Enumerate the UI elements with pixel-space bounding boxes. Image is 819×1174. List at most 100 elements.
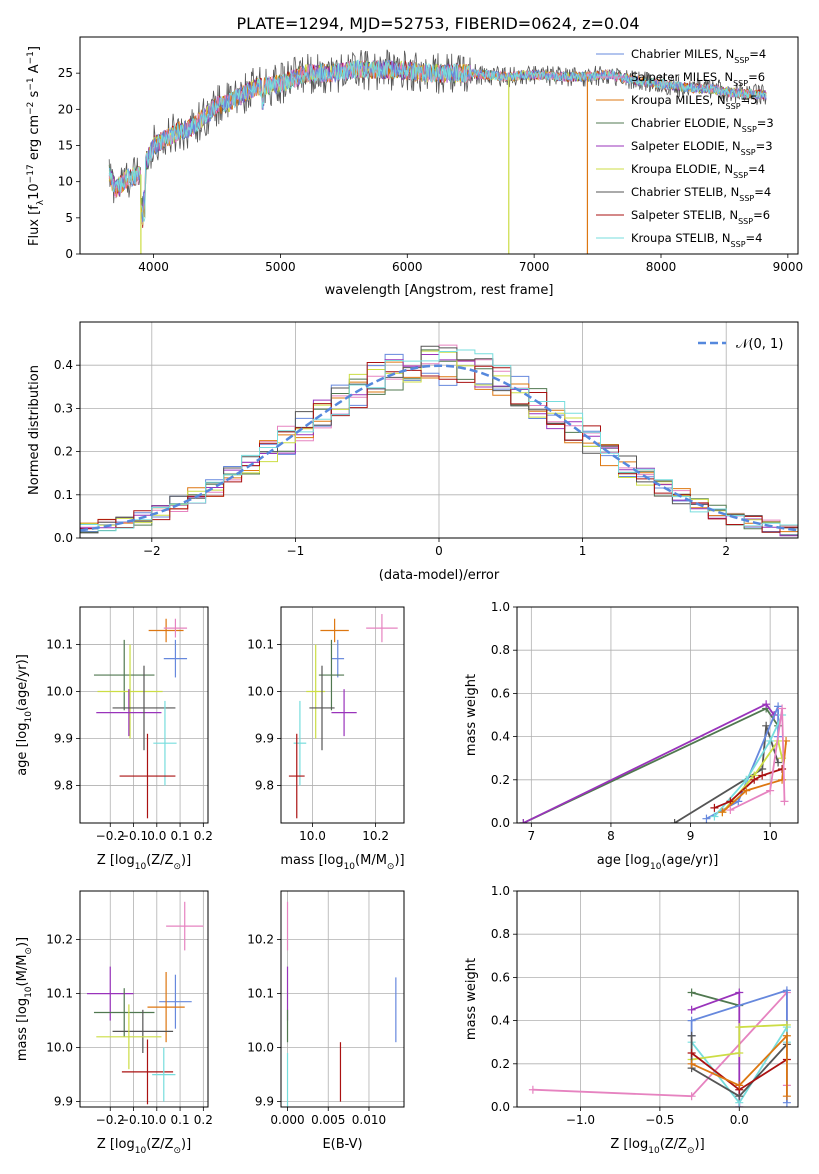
axes-massweight-vs-Z: −1.0 −0.5 0.0 0.0 0.2 0.4 0.6 0.8 1.0 Z [log10(Z/… (464, 884, 799, 1156)
x-axis-label: Z [log10(Z/Z⊙)] (97, 1137, 191, 1156)
chart-title: PLATE=1294, MJD=52753, FIBERID=0624, z=0… (236, 14, 639, 33)
axes-frame (79, 890, 209, 1108)
marker (687, 1092, 696, 1101)
x-tick-label: 10.0 (299, 829, 326, 843)
marker (758, 771, 767, 780)
y-tick-label: 10.0 (247, 685, 274, 699)
marker (726, 806, 735, 815)
y-tick-label: 20 (58, 102, 73, 116)
errorbar-point (366, 614, 398, 643)
errorbar-point (166, 901, 204, 951)
axes-spectrum: 4000 5000 6000 7000 8000 9000 0 5 10 15 20 25 wavele… (26, 36, 804, 298)
y-axis-label: Normed distribution (27, 365, 42, 495)
axes-frame (280, 890, 405, 1108)
y-tick-label: 10.0 (46, 685, 73, 699)
y-tick-label: 0.4 (54, 358, 73, 372)
errorbar-point (121, 1039, 174, 1105)
y-tick-label: 0.4 (491, 730, 510, 744)
legend-entry: Salpeter MILES, NSSP=6 (631, 70, 765, 88)
y-axis-label: mass weight (464, 674, 479, 756)
y-tick-label: 0.6 (491, 686, 510, 700)
x-tick-label: 0.0 (147, 1113, 166, 1127)
x-tick-label: 7 (528, 829, 536, 843)
legend-entry: 𝒩(0, 1) (736, 337, 783, 352)
y-tick-label: 0.2 (54, 445, 73, 459)
errorbar-point (293, 700, 307, 786)
y-axis-label: age [log10(age/yr)] (15, 654, 34, 776)
y-tick-label: 15 (58, 139, 73, 153)
x-axis-label: mass [log10(M/M⊙)] (280, 853, 404, 872)
y-tick-label: 9.8 (54, 778, 73, 792)
plot-area (288, 614, 398, 819)
marker (778, 704, 787, 713)
marker (735, 1023, 744, 1032)
axes-decor: 7 8 9 10 0.0 0.2 0.4 0.6 0.8 1.0 age [log10(age/yr… (464, 600, 799, 872)
axes-frame (79, 606, 209, 824)
axes-frame (280, 606, 405, 824)
y-tick-label: 10 (58, 175, 73, 189)
marker (670, 819, 679, 823)
y-tick-label: 0.0 (491, 816, 510, 830)
x-axis-label: E(B-V) (322, 1137, 362, 1152)
axes-decor: −2 −1 0 1 2 0.0 0.1 0.2 0.3 0.4 (data-model)/error… (27, 321, 799, 583)
y-tick-label: 9.9 (54, 1095, 73, 1109)
y-tick-label: 1.0 (491, 600, 510, 614)
x-tick-label: 10.2 (362, 829, 389, 843)
legend-entry: Chabrier ELODIE, NSSP=3 (631, 116, 774, 134)
errorbar-point (153, 700, 177, 786)
marker (687, 1031, 696, 1040)
x-tick-label: 0.1 (171, 829, 190, 843)
marker (782, 1020, 791, 1029)
x-tick-label: 0.2 (194, 829, 213, 843)
y-tick-label: 9.9 (54, 731, 73, 745)
spectrum-series-chabrier-miles (108, 59, 767, 223)
x-tick-label: 2 (722, 544, 730, 558)
axes-age-vs-mass: 10.0 10.2 9.8 9.9 10.0 10.1 mass [log10(M/M⊙)] (247, 606, 405, 872)
marker (762, 721, 771, 730)
errorbar-point (331, 689, 357, 737)
mass-weight-series-kroupa-miles (687, 1031, 791, 1101)
x-tick-label: 0.005 (311, 1113, 345, 1127)
plot-area (286, 901, 397, 1107)
x-axis-label: (data-model)/error (379, 568, 500, 583)
axes-massweight-vs-age: 7 8 9 10 0.0 0.2 0.4 0.6 0.8 1.0 age [log10(age/yr… (464, 600, 799, 872)
y-tick-label: 5 (65, 211, 73, 225)
x-tick-label: −0.2 (96, 829, 125, 843)
axes-decor: −1.0 −0.5 0.0 0.0 0.2 0.4 0.6 0.8 1.0 Z [log10(Z/… (464, 884, 799, 1156)
x-tick-label: 6000 (392, 260, 423, 274)
mass-weight-series-salpeter-stelib (710, 765, 787, 812)
x-axis-label: Z [log10(Z/Z⊙)] (610, 1137, 704, 1156)
y-axis-label: mass weight (464, 958, 479, 1040)
y-tick-label: 0.4 (491, 1014, 510, 1028)
axes-decor: −0.2−0.1 0.0 0.1 0.2 9.9 10.0 10.1 10.2 Z [log10… (15, 890, 213, 1156)
marker (750, 775, 759, 784)
errorbar-point (163, 618, 188, 638)
axes-frame (516, 890, 799, 1108)
x-tick-label: 9000 (773, 260, 804, 274)
legend-entry: Salpeter STELIB, NSSP=6 (631, 208, 770, 226)
y-axis-label: Flux [fλ10−17 erg cm−2 s−1 A−1] (26, 46, 46, 246)
x-tick-label: 5000 (265, 260, 296, 274)
marker (742, 786, 751, 795)
marker (710, 803, 719, 812)
y-tick-label: 0 (65, 247, 73, 261)
x-tick-label: −0.1 (119, 1113, 148, 1127)
legend-entry: Kroupa ELODIE, NSSP=4 (631, 162, 765, 180)
y-tick-label: 0.6 (491, 970, 510, 984)
marker (766, 786, 775, 795)
y-tick-label: 9.9 (255, 731, 274, 745)
marker (782, 986, 791, 995)
axes-decor: 4000 5000 6000 7000 8000 9000 0 5 10 15 20 25 wavele… (26, 36, 804, 298)
errorbar-point (320, 618, 349, 643)
y-tick-label: 10.1 (247, 987, 274, 1001)
marker (782, 1092, 791, 1101)
x-tick-label: −1.0 (566, 1113, 595, 1127)
y-tick-label: 0.2 (491, 1057, 510, 1071)
x-tick-label: −0.1 (119, 829, 148, 843)
y-tick-label: 25 (58, 66, 73, 80)
plot-area (108, 49, 767, 254)
errorbar-point (97, 644, 163, 739)
errorbar-point (148, 618, 184, 643)
x-tick-label: 0.1 (171, 1113, 190, 1127)
errorbar-point (86, 966, 134, 1021)
